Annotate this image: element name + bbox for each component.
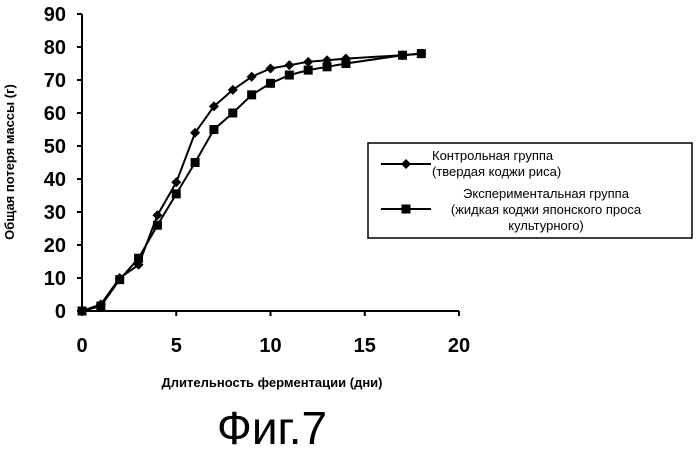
series-2-point [191, 158, 200, 167]
legend-label: Экспериментальная группа [463, 186, 630, 201]
series-2-point [285, 71, 294, 80]
series-2-point [247, 90, 256, 99]
legend-label: Контрольная группа [432, 148, 554, 163]
series-2-point [115, 275, 124, 284]
series-2-point [209, 125, 218, 134]
x-tick-label: 0 [76, 335, 87, 357]
y-tick-label: 90 [44, 4, 66, 26]
y-tick-label: 40 [44, 169, 66, 191]
x-axis-title: Длительность ферментации (дни) [161, 375, 382, 390]
y-tick-label: 0 [55, 301, 66, 323]
series-2-point [304, 66, 313, 75]
legend-label: культурного) [508, 218, 584, 233]
y-tick-label: 10 [44, 268, 66, 290]
series-1-point [171, 177, 181, 187]
y-ticks: 0 10 20 30 40 50 60 70 80 90 [44, 4, 82, 323]
series-2-point [341, 59, 350, 68]
series-1-point [284, 60, 294, 70]
series-2-point [323, 62, 332, 71]
y-tick-label: 80 [44, 37, 66, 59]
series-1-point [303, 57, 313, 67]
legend-label: (жидкая коджи японского проса [451, 202, 642, 217]
series-2-point [398, 51, 407, 60]
series-2-point [228, 109, 237, 118]
series-2-point [134, 254, 143, 263]
series-2-point [153, 221, 162, 230]
y-tick-label: 30 [44, 202, 66, 224]
x-ticks: 0 5 10 15 20 [76, 311, 470, 357]
x-tick-label: 15 [354, 335, 376, 357]
y-axis: 0 10 20 30 40 50 60 70 80 90 [44, 4, 82, 323]
legend-marker [402, 205, 411, 214]
y-axis-title: Общая потеря массы (г) [2, 84, 17, 240]
x-tick-label: 5 [171, 335, 182, 357]
x-tick-label: 20 [448, 335, 470, 357]
series-2-point [78, 307, 87, 316]
y-tick-label: 60 [44, 103, 66, 125]
y-tick-label: 70 [44, 70, 66, 92]
series-2-point [96, 302, 105, 311]
y-tick-label: 20 [44, 235, 66, 257]
x-tick-label: 10 [259, 335, 281, 357]
figure-caption: Фиг.7 [217, 402, 327, 454]
legend: Контрольная группа(твердая коджи риса) Эк… [368, 143, 692, 238]
x-axis: 0 5 10 15 20 [76, 311, 470, 357]
series-1-point [266, 63, 276, 73]
series-2-point [172, 189, 181, 198]
legend-label: (твердая коджи риса) [432, 164, 561, 179]
y-tick-label: 50 [44, 136, 66, 158]
series-2-point [266, 79, 275, 88]
series-2-point [417, 49, 426, 58]
